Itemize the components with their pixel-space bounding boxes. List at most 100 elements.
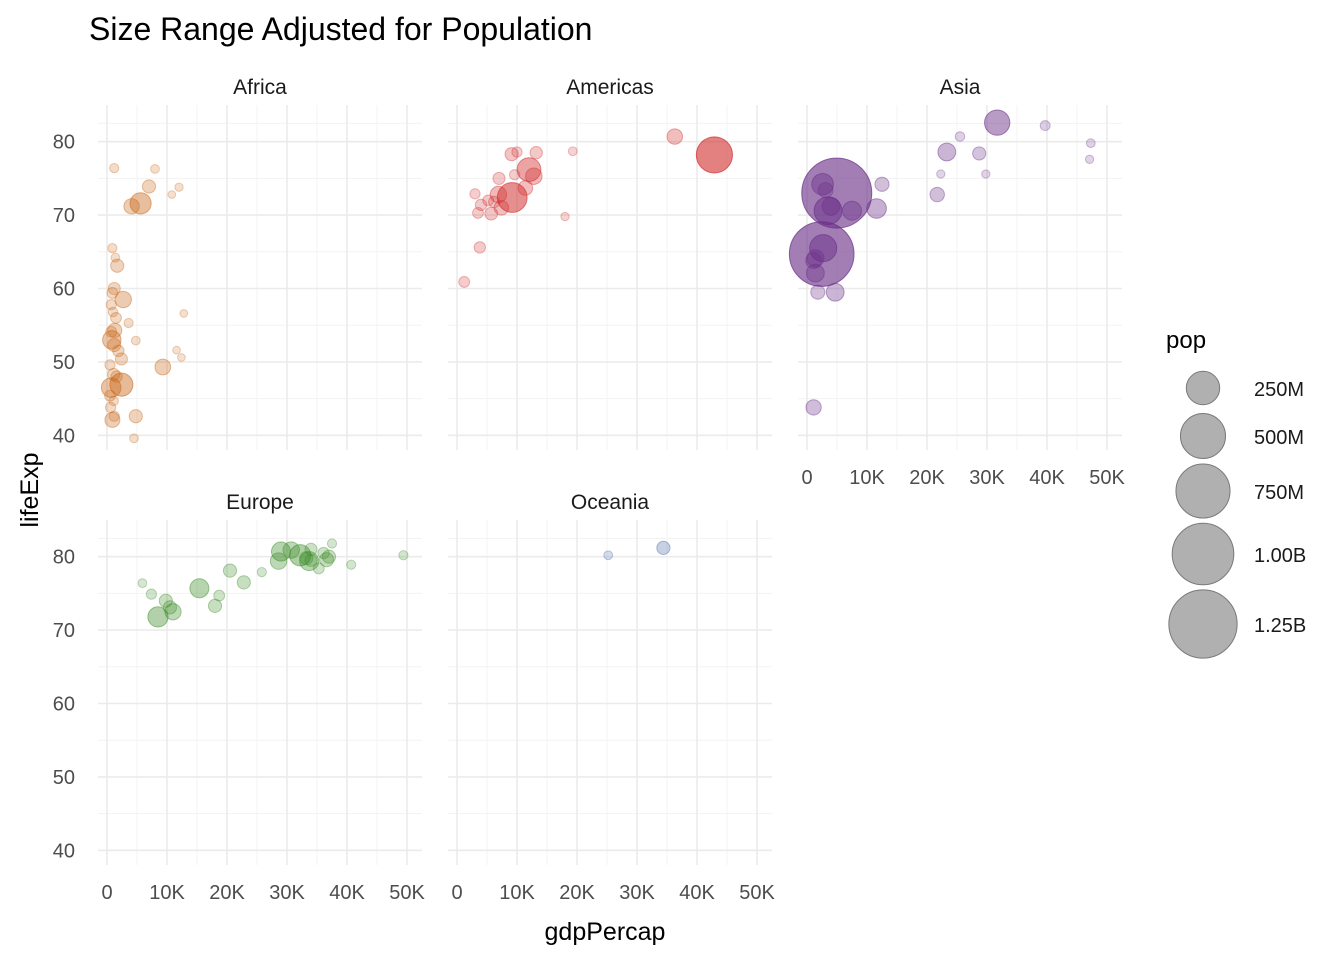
data-point bbox=[179, 309, 189, 318]
facet-panels: Africa 40 50 60 70 80 Americas Asia 0 10K 20K 30K 40… bbox=[53, 76, 1126, 904]
data-point bbox=[177, 353, 186, 362]
y-tick-label: 40 bbox=[53, 425, 75, 447]
data-point bbox=[102, 330, 122, 350]
data-point bbox=[114, 352, 128, 366]
data-point bbox=[1084, 154, 1095, 164]
data-point bbox=[321, 549, 337, 564]
data-point bbox=[482, 194, 495, 207]
legend-title: pop bbox=[1166, 327, 1206, 354]
data-point bbox=[104, 411, 121, 428]
data-point bbox=[129, 192, 152, 215]
data-point bbox=[821, 196, 841, 216]
y-tick-label: 70 bbox=[53, 205, 75, 227]
y-tick-label: 50 bbox=[53, 767, 75, 789]
data-point bbox=[141, 179, 157, 194]
data-point bbox=[172, 345, 181, 355]
data-point bbox=[154, 358, 172, 376]
data-point bbox=[108, 410, 120, 422]
y-tick-label: 60 bbox=[53, 694, 75, 716]
data-point bbox=[282, 541, 300, 559]
x-tick-label: 50K bbox=[739, 882, 775, 904]
facet-asia: Asia 0 10K 20K 30K 40K 50K bbox=[788, 76, 1125, 489]
data-point bbox=[811, 172, 834, 196]
data-point bbox=[841, 200, 863, 221]
data-point bbox=[346, 559, 357, 570]
data-point bbox=[517, 180, 534, 196]
data-point bbox=[129, 433, 139, 444]
x-tick-label: 20K bbox=[909, 467, 945, 489]
data-point bbox=[207, 598, 223, 613]
y-tick-label: 50 bbox=[53, 352, 75, 374]
data-point bbox=[954, 131, 966, 142]
chart-title: Size Range Adjusted for Population bbox=[89, 11, 592, 47]
data-point bbox=[114, 290, 132, 309]
data-point bbox=[110, 311, 122, 324]
data-point bbox=[162, 600, 178, 615]
data-point bbox=[108, 395, 119, 407]
data-point bbox=[474, 198, 488, 212]
data-point bbox=[469, 188, 481, 200]
data-point bbox=[105, 299, 117, 311]
legend-key-circle bbox=[1175, 463, 1231, 519]
x-tick-label: 20K bbox=[559, 882, 595, 904]
data-point bbox=[1085, 138, 1096, 149]
data-point bbox=[270, 541, 292, 562]
data-point bbox=[107, 367, 121, 381]
data-point bbox=[504, 147, 519, 162]
data-point bbox=[256, 567, 267, 578]
data-point bbox=[104, 389, 116, 402]
data-point bbox=[236, 575, 251, 590]
data-point bbox=[109, 372, 134, 397]
data-point bbox=[874, 176, 890, 192]
data-point bbox=[567, 146, 578, 157]
x-tick-label: 40K bbox=[329, 882, 365, 904]
data-point bbox=[110, 370, 123, 383]
data-point bbox=[805, 252, 822, 269]
facet-oceania: Oceania 0 10K 20K 30K 40K 50K bbox=[448, 491, 775, 904]
y-tick-label: 80 bbox=[53, 547, 75, 569]
data-point bbox=[981, 169, 991, 179]
data-point bbox=[158, 593, 173, 608]
legend-label: 1.00B bbox=[1254, 545, 1306, 567]
data-point bbox=[105, 325, 118, 338]
facet-label: Africa bbox=[233, 76, 287, 99]
data-point bbox=[269, 552, 288, 570]
y-tick-label: 40 bbox=[53, 840, 75, 862]
data-point bbox=[472, 206, 484, 219]
data-point bbox=[810, 284, 826, 300]
size-legend: pop 250M 500M 750M 1.00B 1.25B bbox=[1166, 327, 1306, 659]
data-point bbox=[289, 544, 312, 567]
data-point bbox=[560, 211, 570, 222]
data-point bbox=[110, 258, 125, 273]
data-point bbox=[299, 551, 320, 572]
data-point bbox=[299, 551, 314, 566]
data-point bbox=[107, 243, 118, 254]
data-point bbox=[496, 182, 528, 213]
data-point bbox=[516, 157, 542, 182]
data-point bbox=[488, 195, 501, 209]
data-point bbox=[813, 196, 843, 226]
data-point bbox=[805, 399, 822, 416]
data-point bbox=[866, 198, 887, 219]
data-point bbox=[511, 146, 523, 158]
data-point bbox=[145, 588, 158, 600]
data-point bbox=[666, 128, 684, 145]
x-tick-label: 20K bbox=[209, 882, 245, 904]
y-tick-label: 70 bbox=[53, 620, 75, 642]
facet-europe: Europe 40 50 60 70 80 0 10K 20K 30K 40K 50K bbox=[53, 491, 426, 904]
facet-africa: Africa 40 50 60 70 80 bbox=[53, 76, 422, 450]
data-point bbox=[110, 252, 121, 263]
y-axis-title: lifeExp bbox=[16, 452, 44, 527]
legend-label: 750M bbox=[1254, 482, 1304, 504]
data-point bbox=[936, 169, 946, 179]
data-point bbox=[128, 409, 143, 424]
data-point bbox=[312, 562, 325, 575]
data-point bbox=[806, 249, 825, 268]
legend-key-circle bbox=[1171, 522, 1235, 586]
data-point bbox=[137, 578, 148, 589]
x-tick-label: 50K bbox=[389, 882, 425, 904]
data-point bbox=[972, 146, 987, 161]
legend-key-circle bbox=[1179, 412, 1227, 460]
data-point bbox=[107, 322, 123, 338]
data-point bbox=[213, 589, 226, 602]
